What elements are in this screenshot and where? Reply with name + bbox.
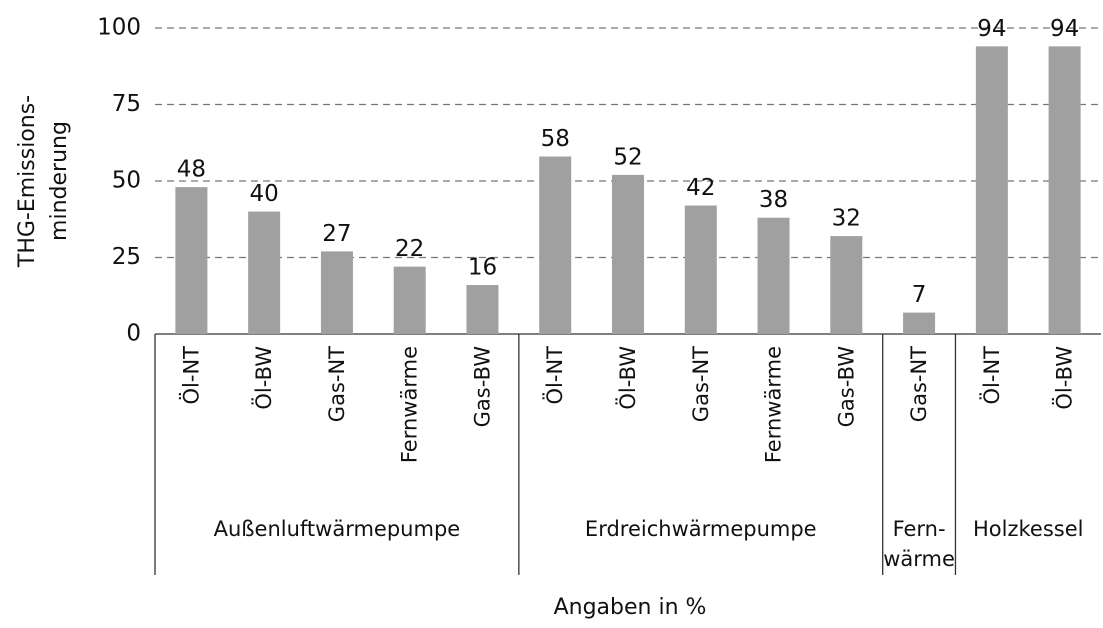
value-label: 52 xyxy=(613,144,642,170)
y-tick-label: 100 xyxy=(97,15,141,41)
value-label: 16 xyxy=(468,255,497,281)
value-label: 42 xyxy=(686,175,715,201)
x-tick-label: Öl-BW xyxy=(251,346,276,410)
x-tick-label: Gas-BW xyxy=(834,346,858,428)
bar xyxy=(757,217,790,334)
x-tick-label: Fernwärme xyxy=(762,346,786,463)
x-tick-label: Gas-BW xyxy=(470,346,494,428)
value-label: 32 xyxy=(832,206,861,232)
group-label: Erdreichwärmepumpe xyxy=(585,517,817,541)
x-tick-label: Fernwärme xyxy=(398,346,422,463)
x-tick-label: Öl-NT xyxy=(178,346,203,405)
value-label: 94 xyxy=(977,16,1006,42)
x-tick-label: Gas-NT xyxy=(689,346,713,422)
value-label: 7 xyxy=(912,282,927,308)
bar xyxy=(975,46,1008,335)
y-tick-label: 0 xyxy=(126,321,141,347)
group-label: wärme xyxy=(883,547,955,571)
y-tick-label: 25 xyxy=(112,244,141,270)
value-label: 27 xyxy=(322,221,351,247)
y-tick-label: 75 xyxy=(112,91,141,117)
group-label: Holzkessel xyxy=(973,517,1083,541)
bar xyxy=(612,174,644,334)
x-tick-label: Gas-NT xyxy=(907,346,931,422)
x-axis-label: Angaben in % xyxy=(554,595,707,620)
x-tick-label: Öl-BW xyxy=(1052,346,1077,410)
bar xyxy=(1048,46,1081,335)
x-tick-label: Öl-NT xyxy=(979,346,1004,405)
bar xyxy=(903,312,936,334)
bar xyxy=(248,211,281,334)
value-label: 38 xyxy=(759,187,788,213)
bar xyxy=(393,266,426,334)
value-label: 58 xyxy=(541,126,570,152)
value-label: 48 xyxy=(177,157,206,183)
value-label: 40 xyxy=(250,181,279,207)
x-tick-label: Gas-NT xyxy=(325,346,349,422)
bar xyxy=(539,156,572,334)
bar xyxy=(175,187,208,334)
y-axis-label: minderung xyxy=(47,121,72,241)
value-label: 94 xyxy=(1050,16,1079,42)
value-label: 22 xyxy=(395,236,424,262)
bar xyxy=(320,251,353,334)
y-axis-label: THG-Emissions- xyxy=(15,95,40,268)
bar xyxy=(684,205,717,334)
x-tick-label: Öl-BW xyxy=(615,346,640,410)
x-tick-label: Öl-NT xyxy=(542,346,567,405)
bar xyxy=(466,285,499,334)
group-label: Außenluftwärmepumpe xyxy=(214,517,461,541)
y-tick-label: 50 xyxy=(112,168,141,194)
group-label: Fern- xyxy=(893,517,946,541)
bar xyxy=(830,236,863,334)
